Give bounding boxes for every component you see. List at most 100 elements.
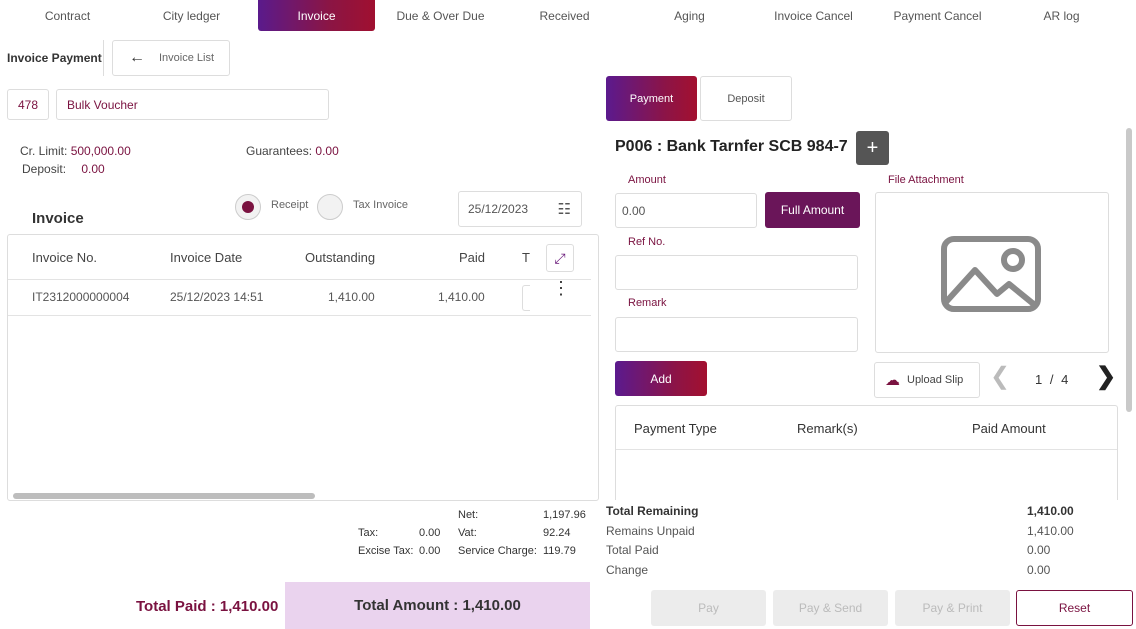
col-payment-type[interactable]: Payment Type <box>634 421 717 436</box>
add-button[interactable]: Add <box>615 361 707 396</box>
guarantees-label: Guarantees: <box>246 144 313 158</box>
vat-label: Vat: <box>458 527 477 539</box>
table-row-divider <box>8 315 591 316</box>
deposit-info: Deposit: 0.00 <box>22 162 105 176</box>
payment-method-title: P006 : Bank Tarnfer SCB 984-7 <box>615 138 848 155</box>
service-charge-value: 119.79 <box>543 545 576 557</box>
total-amount: Total Amount : 1,410.00 <box>285 582 590 629</box>
excise-label: Excise Tax: <box>358 545 414 557</box>
tab-due-over-due[interactable]: Due & Over Due <box>396 8 485 23</box>
file-attachment-label: File Attachment <box>888 174 964 186</box>
col-outstanding[interactable]: Outstanding <box>305 250 376 265</box>
ref-no-input[interactable] <box>615 255 858 290</box>
remark-input[interactable] <box>615 317 858 352</box>
reset-button[interactable]: Reset <box>1016 590 1133 626</box>
invoice-section-title: Invoice <box>32 210 84 227</box>
total-paid-label: Total Paid <box>606 543 659 557</box>
upload-slip-button[interactable]: ☁ Upload Slip <box>874 362 980 398</box>
credit-limit: Cr. Limit: 500,000.00 <box>20 144 131 158</box>
col-invoice-no[interactable]: Invoice No. <box>32 250 98 265</box>
table-header-divider <box>8 279 591 280</box>
service-charge-label: Service Charge: <box>458 545 537 557</box>
tab-deposit[interactable]: Deposit <box>700 76 792 121</box>
remains-unpaid-value: 1,410.00 <box>1027 524 1074 538</box>
credit-limit-value: 500,000.00 <box>70 144 131 158</box>
invoice-list-button[interactable]: ← Invoice List <box>112 40 230 76</box>
tab-payment-cancel[interactable]: Payment Cancel <box>893 8 982 23</box>
invoice-date-field[interactable]: 25/12/2023 ☷ <box>458 191 582 227</box>
customer-code-field[interactable]: 478 <box>7 89 49 120</box>
amount-value: 0.00 <box>622 203 646 218</box>
calendar-icon[interactable]: ☷ <box>557 201 571 218</box>
col-invoice-date[interactable]: Invoice Date <box>170 250 243 265</box>
page-current: 1 <box>1035 372 1043 387</box>
tab-city-ledger[interactable]: City ledger <box>162 8 221 23</box>
file-attachment-box[interactable] <box>875 192 1109 353</box>
pay-button[interactable]: Pay <box>651 590 766 626</box>
receipt-radio-label: Receipt <box>271 199 309 211</box>
image-placeholder-icon <box>941 236 1041 312</box>
payment-table-divider <box>616 449 1117 450</box>
tab-invoice-cancel[interactable]: Invoice Cancel <box>774 8 853 23</box>
tab-ar-log[interactable]: AR log <box>1043 8 1080 23</box>
cell-paid: 1,410.00 <box>438 290 485 304</box>
page-separator: / <box>1049 372 1054 387</box>
cell-invoice-date: 25/12/2023 14:51 <box>170 290 264 304</box>
remains-unpaid-label: Remains Unpaid <box>606 524 695 538</box>
pay-send-button[interactable]: Pay & Send <box>773 590 888 626</box>
page-total: 4 <box>1061 372 1069 387</box>
total-remaining-value: 1,410.00 <box>1027 504 1074 518</box>
receipt-radio[interactable] <box>235 194 261 220</box>
customer-name-field[interactable]: Bulk Voucher <box>56 89 329 120</box>
total-paid: Total Paid : 1,410.00 <box>136 598 279 615</box>
header-divider <box>103 40 104 76</box>
excise-value: 0.00 <box>419 545 441 557</box>
pager: 1 / 4 <box>1035 372 1068 387</box>
customer-name: Bulk Voucher <box>67 97 138 112</box>
amount-input[interactable]: 0.00 <box>615 193 757 228</box>
vat-value: 92.24 <box>543 527 571 539</box>
add-method-button[interactable]: + <box>856 131 889 165</box>
tax-invoice-radio[interactable] <box>317 194 343 220</box>
total-remaining-label: Total Remaining <box>606 504 699 518</box>
cell-t-input[interactable] <box>522 285 530 311</box>
payment-table <box>615 405 1118 500</box>
total-paid-value: 0.00 <box>1027 543 1051 557</box>
invoice-date-value: 25/12/2023 <box>468 202 529 216</box>
row-menu-icon[interactable]: ⋮ <box>552 278 570 298</box>
customer-code: 478 <box>17 97 39 112</box>
invoice-list-label: Invoice List <box>159 52 215 64</box>
table-scrollbar[interactable] <box>13 493 315 499</box>
tab-aging[interactable]: Aging <box>674 8 705 23</box>
prev-page-icon[interactable]: ❮ <box>990 363 1011 390</box>
tab-received[interactable]: Received <box>539 8 590 23</box>
change-value: 0.00 <box>1027 563 1051 577</box>
tab-contract[interactable]: Contract <box>44 8 91 23</box>
net-label: Net: <box>458 509 479 521</box>
ref-no-label: Ref No. <box>628 236 666 248</box>
upload-slip-label: Upload Slip <box>907 374 964 386</box>
col-t[interactable]: T <box>522 250 530 265</box>
tax-value: 0.00 <box>419 527 441 539</box>
guarantees-value: 0.00 <box>315 144 339 158</box>
credit-limit-label: Cr. Limit: <box>20 144 68 158</box>
next-page-icon[interactable]: ❯ <box>1096 363 1117 390</box>
right-panel-scrollbar[interactable] <box>1126 128 1132 412</box>
col-remarks[interactable]: Remark(s) <box>797 421 858 436</box>
change-label: Change <box>606 563 649 577</box>
tab-invoice[interactable]: Invoice <box>258 0 375 31</box>
deposit-label: Deposit: <box>22 162 67 176</box>
pay-print-button[interactable]: Pay & Print <box>895 590 1010 626</box>
deposit-value: 0.00 <box>81 162 105 176</box>
col-paid-amount[interactable]: Paid Amount <box>972 421 1046 436</box>
amount-label: Amount <box>628 174 666 186</box>
col-paid[interactable]: Paid <box>459 250 486 265</box>
tax-label: Tax: <box>358 527 379 539</box>
full-amount-button[interactable]: Full Amount <box>765 192 860 228</box>
invoice-table <box>7 234 599 501</box>
cell-outstanding: 1,410.00 <box>328 290 375 304</box>
cloud-upload-icon: ☁ <box>885 372 900 389</box>
tab-payment[interactable]: Payment <box>606 76 697 121</box>
top-nav: Contract City ledger Invoice Due & Over … <box>0 0 1136 31</box>
expand-icon[interactable]: ⤢ <box>546 244 574 272</box>
